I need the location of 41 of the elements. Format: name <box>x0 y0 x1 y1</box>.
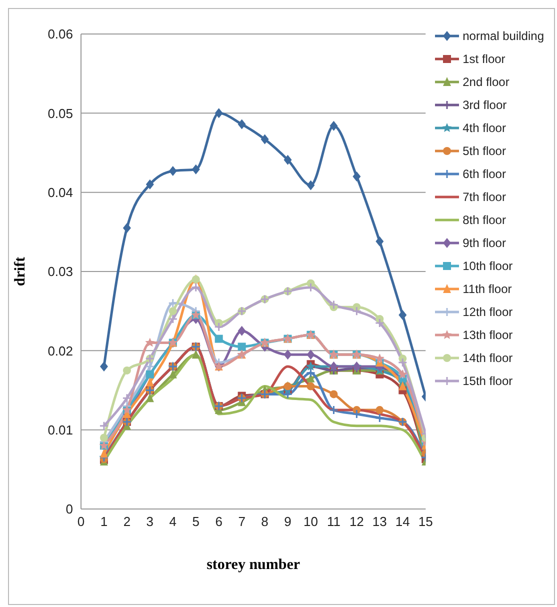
legend-label: 13th floor <box>462 328 513 342</box>
y-tick-label: 0.06 <box>48 26 73 42</box>
x-tick-label: 11 <box>326 514 340 530</box>
legend-label: 1st floor <box>462 52 506 66</box>
legend-label: 3rd floor <box>462 98 507 112</box>
x-tick-label: 7 <box>238 514 246 530</box>
y-tick-label: 0 <box>66 502 73 517</box>
legend-label: 15th floor <box>462 374 513 388</box>
y-tick-label: 0.05 <box>48 106 73 121</box>
legend-label: 8th floor <box>462 212 506 226</box>
y-tick-label: 0.03 <box>48 264 73 280</box>
x-tick-label: 3 <box>146 514 154 530</box>
x-tick-label: 15 <box>418 514 433 530</box>
x-tick-label: 12 <box>349 514 364 530</box>
y-tick-label: 0.02 <box>48 343 73 358</box>
legend-label: 2nd floor <box>462 74 510 88</box>
x-tick-label: 10 <box>304 514 318 530</box>
x-tick-label: 6 <box>215 514 222 530</box>
legend-label: 6th floor <box>462 166 506 180</box>
legend-label: 12th floor <box>462 304 513 318</box>
x-tick-label: 9 <box>284 514 292 530</box>
x-tick-label: 5 <box>192 514 200 530</box>
legend-label: 10th floor <box>462 258 513 272</box>
legend-label: 11th floor <box>462 282 512 296</box>
x-tick-label: 13 <box>372 514 387 530</box>
x-axis-title: storey number <box>206 557 300 573</box>
legend-label: 5th floor <box>462 144 506 158</box>
y-axis-title: drift <box>12 256 28 286</box>
legend-label: 7th floor <box>462 190 506 204</box>
x-tick-label: 1 <box>100 514 108 530</box>
x-tick-label: 8 <box>261 514 268 530</box>
legend-label: 4th floor <box>462 120 506 134</box>
y-tick-label: 0.04 <box>48 184 73 200</box>
y-tick-label: 0.01 <box>48 422 73 438</box>
legend-label: normal building <box>462 28 544 42</box>
x-tick-label: 2 <box>123 514 131 530</box>
x-tick-label: 4 <box>169 514 177 530</box>
x-tick-label: 14 <box>395 514 410 530</box>
x-tick-label: 0 <box>77 514 85 530</box>
legend-label: 9th floor <box>462 236 506 250</box>
legend-label: 14th floor <box>462 350 513 364</box>
